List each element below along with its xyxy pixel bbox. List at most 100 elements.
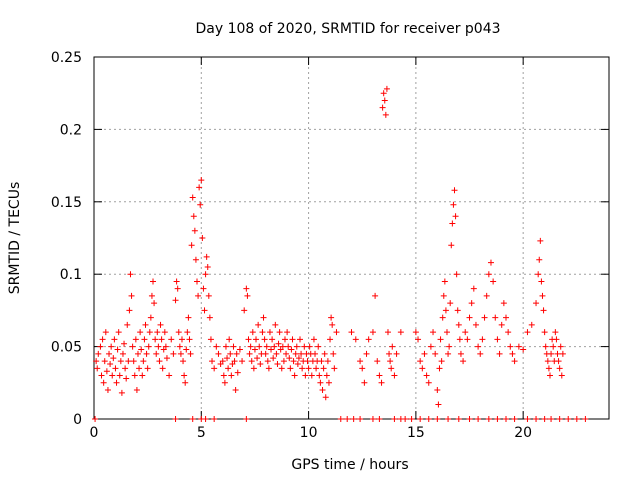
data-point	[322, 394, 329, 401]
data-point	[119, 350, 126, 357]
data-point	[245, 336, 252, 343]
data-point	[189, 416, 196, 422]
grid-lines	[94, 57, 609, 419]
data-point	[118, 389, 125, 396]
data-point	[419, 365, 426, 372]
chart-title: Day 108 of 2020, SRMTID for receiver p04…	[195, 21, 500, 37]
data-point	[565, 416, 572, 422]
data-point	[150, 278, 157, 285]
data-point	[520, 346, 527, 353]
data-point	[159, 365, 166, 372]
data-point	[298, 350, 305, 357]
data-point	[241, 307, 248, 314]
data-point	[442, 307, 449, 314]
data-point	[156, 358, 163, 365]
data-point	[205, 292, 212, 299]
data-point	[464, 336, 471, 343]
data-point	[172, 297, 179, 304]
data-point	[552, 329, 559, 336]
data-point	[312, 350, 319, 357]
data-point	[544, 358, 551, 365]
data-point	[226, 336, 233, 343]
data-point	[379, 104, 386, 111]
data-point	[483, 292, 490, 299]
data-point	[533, 300, 540, 307]
data-point	[533, 416, 540, 422]
data-point	[283, 350, 290, 357]
data-point	[104, 387, 111, 394]
data-point	[259, 329, 266, 336]
data-point	[494, 336, 501, 343]
data-point	[387, 358, 394, 365]
data-point	[537, 237, 544, 244]
data-point	[142, 321, 149, 328]
data-point	[265, 365, 272, 372]
data-point	[457, 350, 464, 357]
data-point	[232, 387, 239, 394]
data-point	[271, 343, 278, 350]
data-point	[281, 336, 288, 343]
data-point	[475, 416, 482, 422]
data-point	[106, 350, 113, 357]
data-point	[434, 416, 441, 422]
data-point	[446, 343, 453, 350]
data-point	[230, 343, 237, 350]
data-point	[125, 358, 132, 365]
data-point	[455, 416, 462, 422]
data-point	[383, 85, 390, 92]
data-point	[177, 350, 184, 357]
data-point	[253, 336, 260, 343]
data-point	[477, 350, 484, 357]
x-axis-title: GPS time / hours	[291, 457, 408, 473]
data-point	[185, 314, 192, 321]
data-point	[124, 321, 131, 328]
data-point	[500, 300, 507, 307]
data-point	[202, 416, 209, 422]
data-point	[101, 358, 108, 365]
data-point	[183, 346, 190, 353]
data-point	[498, 321, 505, 328]
data-point	[178, 336, 185, 343]
data-point	[437, 336, 444, 343]
data-point	[269, 336, 276, 343]
data-point	[382, 111, 389, 118]
x-tick-label: 15	[407, 425, 425, 441]
data-point	[141, 336, 148, 343]
data-point	[293, 343, 300, 350]
data-point	[180, 358, 187, 365]
data-point	[153, 350, 160, 357]
data-point	[320, 365, 327, 372]
data-point	[233, 350, 240, 357]
data-point	[445, 350, 452, 357]
data-point	[249, 329, 256, 336]
data-point	[466, 416, 473, 422]
x-tick-label: 10	[300, 425, 318, 441]
data-point	[161, 329, 168, 336]
data-point	[215, 350, 222, 357]
data-point	[266, 329, 273, 336]
data-point	[507, 343, 514, 350]
data-point	[388, 365, 395, 372]
data-point	[261, 336, 268, 343]
data-point	[188, 242, 195, 249]
data-point	[222, 343, 229, 350]
data-point	[274, 360, 281, 367]
data-point	[255, 321, 262, 328]
data-point	[321, 350, 328, 357]
data-point	[363, 350, 370, 357]
data-point	[288, 346, 295, 353]
data-point	[329, 321, 336, 328]
data-point	[201, 307, 208, 314]
data-point	[548, 416, 555, 422]
data-point	[190, 213, 197, 220]
data-point	[310, 336, 317, 343]
data-point	[408, 416, 415, 422]
data-point	[251, 346, 258, 353]
data-point	[323, 372, 330, 379]
data-point	[131, 372, 138, 379]
data-point	[189, 194, 196, 201]
data-point	[443, 329, 450, 336]
data-point	[318, 358, 325, 365]
data-point	[206, 314, 213, 321]
data-point	[545, 365, 552, 372]
